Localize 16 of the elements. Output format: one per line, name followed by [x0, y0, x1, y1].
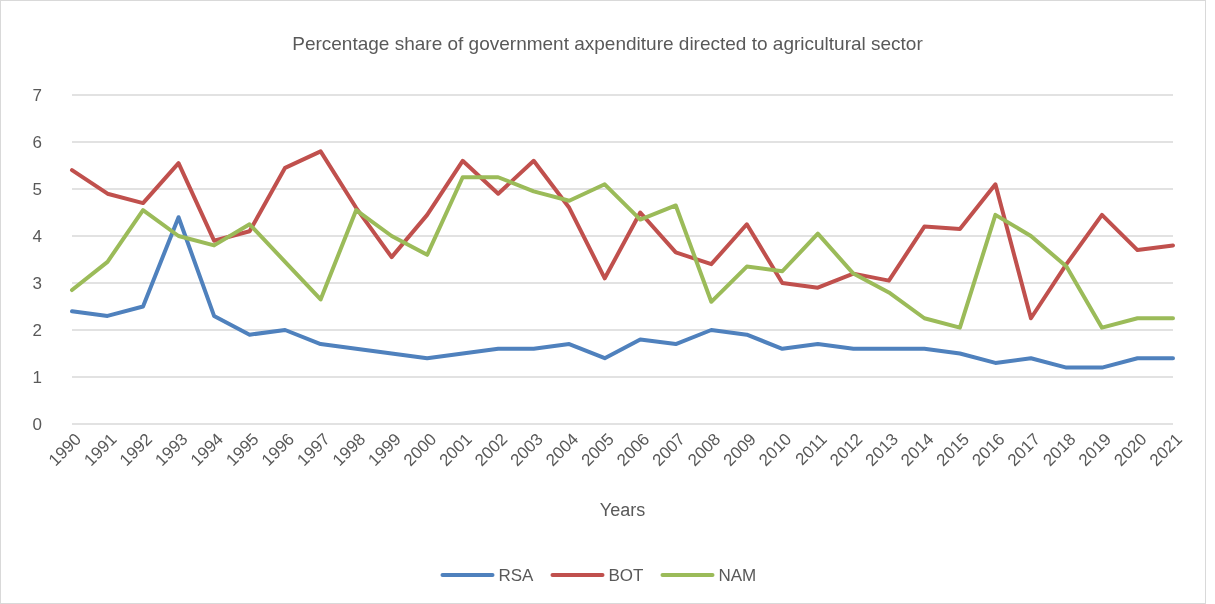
y-tick-label: 5: [32, 179, 42, 199]
y-tick-label: 2: [32, 320, 42, 340]
y-tick-label: 0: [32, 414, 42, 434]
line-series: [70, 215, 1175, 370]
legend-label: NAM: [718, 565, 757, 585]
x-axis-title: Years: [599, 500, 646, 520]
y-tick-label: 1: [32, 367, 42, 387]
legend-label: BOT: [608, 565, 644, 585]
legend-label: RSA: [498, 565, 535, 585]
chart-title: Percentage share of government axpenditure directed to agricultural sector: [292, 33, 924, 54]
line-series: [70, 175, 1175, 330]
y-tick-label: 4: [32, 226, 42, 246]
y-tick-label: 7: [32, 85, 42, 105]
line-series: [70, 149, 1175, 321]
y-tick-label: 6: [32, 132, 42, 152]
y-tick-label: 3: [32, 273, 42, 293]
